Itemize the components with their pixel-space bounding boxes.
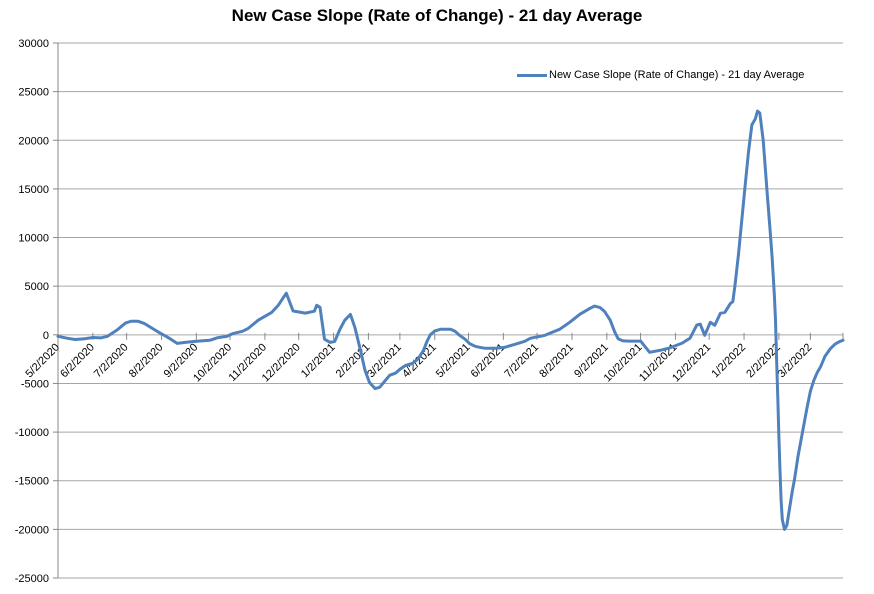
x-axis-tick-label: 3/2/2022	[776, 341, 815, 380]
x-axis-tick-label: 1/2/2021	[299, 341, 338, 380]
y-axis-tick-label: -20000	[15, 524, 49, 536]
y-axis-tick-label: 0	[43, 330, 49, 342]
x-axis-tick-label: 8/2/2020	[127, 341, 166, 380]
x-axis-tick-label: 3/2/2021	[365, 341, 404, 380]
y-axis-tick-label: 25000	[18, 87, 49, 99]
x-axis-tick-label: 8/2/2021	[537, 341, 576, 380]
data-line-series	[56, 109, 845, 531]
y-axis-tick-label: -10000	[15, 427, 49, 439]
x-axis-tick-label: 4/2/2021	[400, 341, 439, 380]
x-axis-tick-label: 5/2/2021	[434, 341, 473, 380]
legend: New Case Slope (Rate of Change) - 21 day…	[517, 69, 804, 81]
x-axis-tick-label: 1/2/2022	[709, 341, 748, 380]
y-axis-tick-label: 5000	[25, 281, 49, 293]
x-axis-tick-label: 6/2/2020	[58, 341, 97, 380]
y-axis-tick-label: -5000	[21, 378, 49, 390]
y-axis-tick-label: 10000	[18, 233, 49, 245]
chart-title: New Case Slope (Rate of Change) - 21 day…	[231, 6, 643, 25]
legend-label: New Case Slope (Rate of Change) - 21 day…	[549, 69, 805, 81]
y-axis-tick-label: 15000	[18, 184, 49, 196]
x-axis-tick-label: 7/2/2020	[92, 341, 131, 380]
y-axis-tick-label: -25000	[15, 573, 49, 585]
y-axis-tick-label: 30000	[18, 38, 49, 50]
y-axis-tick-label: 20000	[18, 135, 49, 147]
x-axis-tick-label: 5/2/2020	[23, 341, 62, 380]
y-axis-tick-label: -15000	[15, 476, 49, 488]
legend-line-swatch	[517, 73, 547, 77]
